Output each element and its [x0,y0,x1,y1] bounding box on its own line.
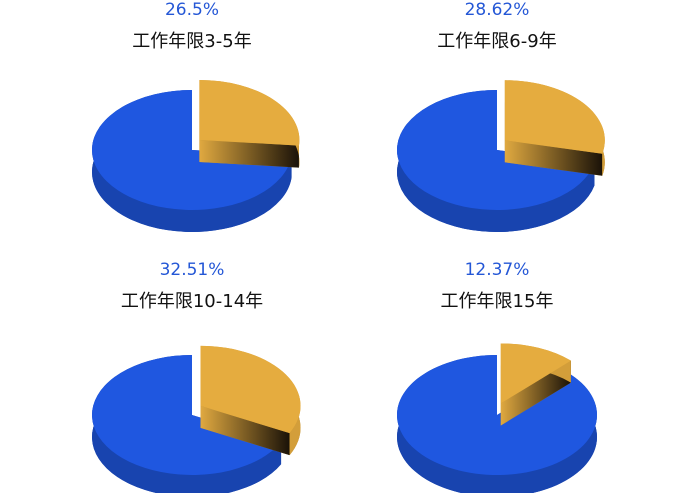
percent-label: 32.51% [160,260,225,280]
slice-wall [500,360,571,426]
pie-slice [200,345,301,434]
percent-label: 26.5% [165,0,219,20]
percent-label: 28.62% [465,0,530,20]
percent-label: 12.37% [465,260,530,280]
chart-title: 工作年限10-14年 [121,291,263,312]
slice-wall [504,140,603,176]
chart-title: 工作年限15年 [441,291,554,312]
pie-slice [199,79,300,146]
pie-slice [504,80,605,154]
chart-title: 工作年限3-5年 [132,31,251,52]
chart-title: 工作年限6-9年 [437,31,556,52]
pie-slice [396,90,595,210]
slice-wall [199,139,299,168]
slice-side [92,355,282,493]
pie-slice [500,343,571,404]
slice-wall [200,405,290,456]
pie-slice [91,90,292,210]
pie-slice [92,355,282,475]
